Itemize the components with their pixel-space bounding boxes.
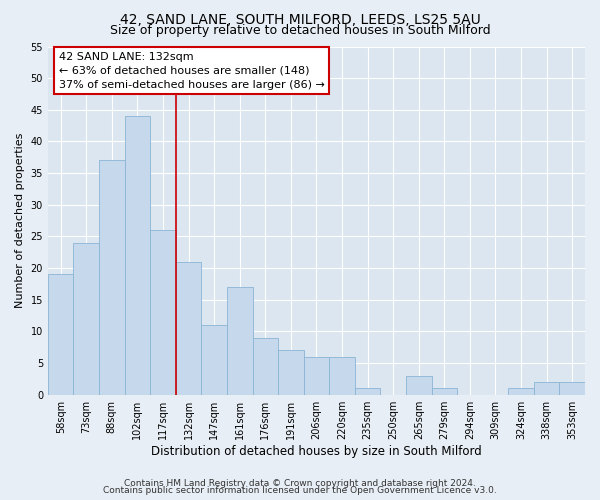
Bar <box>125 116 150 394</box>
Bar <box>227 287 253 395</box>
Bar <box>559 382 585 394</box>
Bar <box>304 356 329 395</box>
Bar <box>508 388 534 394</box>
Text: Size of property relative to detached houses in South Milford: Size of property relative to detached ho… <box>110 24 490 37</box>
Bar <box>253 338 278 394</box>
Bar <box>202 325 227 394</box>
Bar <box>176 262 202 394</box>
Bar <box>534 382 559 394</box>
Bar <box>329 356 355 395</box>
Bar <box>48 274 73 394</box>
Bar <box>150 230 176 394</box>
Text: Contains public sector information licensed under the Open Government Licence v3: Contains public sector information licen… <box>103 486 497 495</box>
Text: Contains HM Land Registry data © Crown copyright and database right 2024.: Contains HM Land Registry data © Crown c… <box>124 478 476 488</box>
Bar <box>73 243 99 394</box>
Bar <box>99 160 125 394</box>
Text: 42 SAND LANE: 132sqm
← 63% of detached houses are smaller (148)
37% of semi-deta: 42 SAND LANE: 132sqm ← 63% of detached h… <box>59 52 325 90</box>
Y-axis label: Number of detached properties: Number of detached properties <box>15 133 25 308</box>
Text: 42, SAND LANE, SOUTH MILFORD, LEEDS, LS25 5AU: 42, SAND LANE, SOUTH MILFORD, LEEDS, LS2… <box>119 12 481 26</box>
Bar <box>355 388 380 394</box>
Bar <box>406 376 431 394</box>
Bar <box>278 350 304 395</box>
X-axis label: Distribution of detached houses by size in South Milford: Distribution of detached houses by size … <box>151 444 482 458</box>
Bar <box>431 388 457 394</box>
